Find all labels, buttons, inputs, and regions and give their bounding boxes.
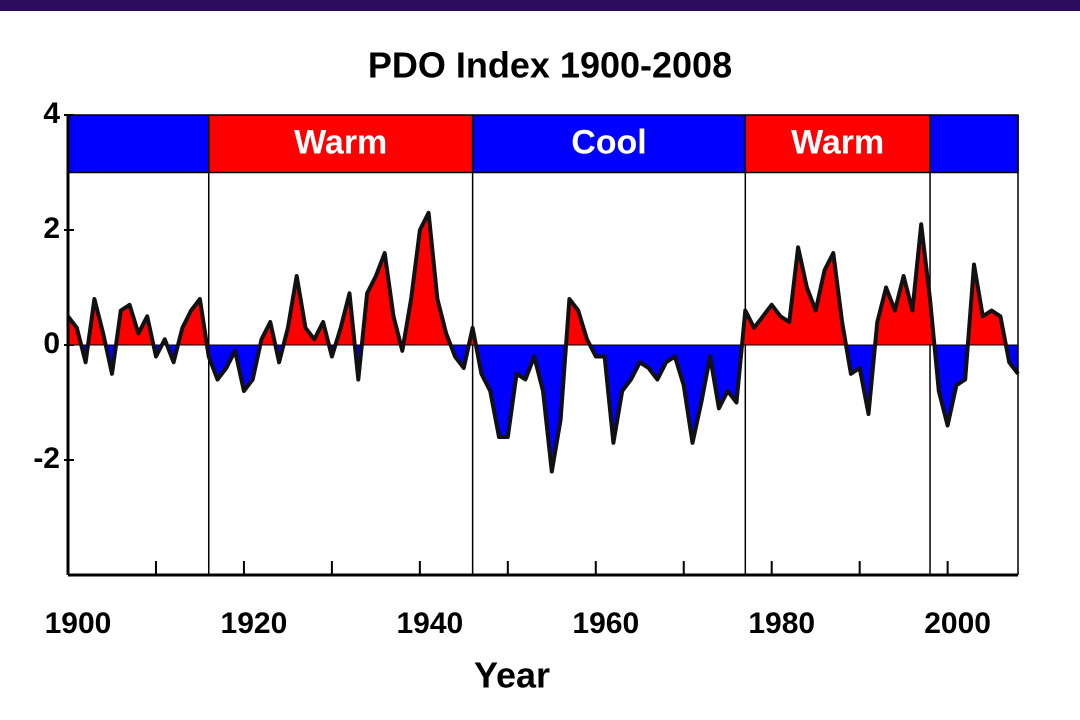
top-bar (0, 0, 1080, 11)
regime-band (745, 115, 931, 173)
regime-band (68, 115, 209, 173)
y-tick-label: 2 (43, 212, 60, 245)
y-tick-label: -2 (33, 442, 60, 475)
regime-label: Warm (791, 124, 884, 162)
x-tick-label: 1980 (748, 607, 815, 640)
negative-area (68, 345, 1018, 472)
regime-band (208, 115, 473, 173)
y-tick-label: 4 (43, 97, 60, 130)
x-tick-label: 2000 (924, 607, 991, 640)
positive-area (68, 212, 1018, 345)
top-bar-edge (960, 11, 1080, 14)
regime-band (930, 115, 1018, 173)
pdo-line (66, 210, 1020, 474)
x-axis-title: Year (474, 655, 550, 696)
x-tick-label: 1960 (572, 607, 639, 640)
regime-label: Warm (294, 124, 387, 162)
x-tick-label: 1920 (221, 607, 288, 640)
x-tick-label: 1940 (396, 607, 463, 640)
y-tick-label: 0 (43, 327, 60, 360)
x-tick-label: 1900 (45, 607, 112, 640)
regime-band (472, 115, 746, 173)
chart-title: PDO Index 1900-2008 (368, 45, 732, 86)
regime-label: Cool (571, 124, 647, 162)
